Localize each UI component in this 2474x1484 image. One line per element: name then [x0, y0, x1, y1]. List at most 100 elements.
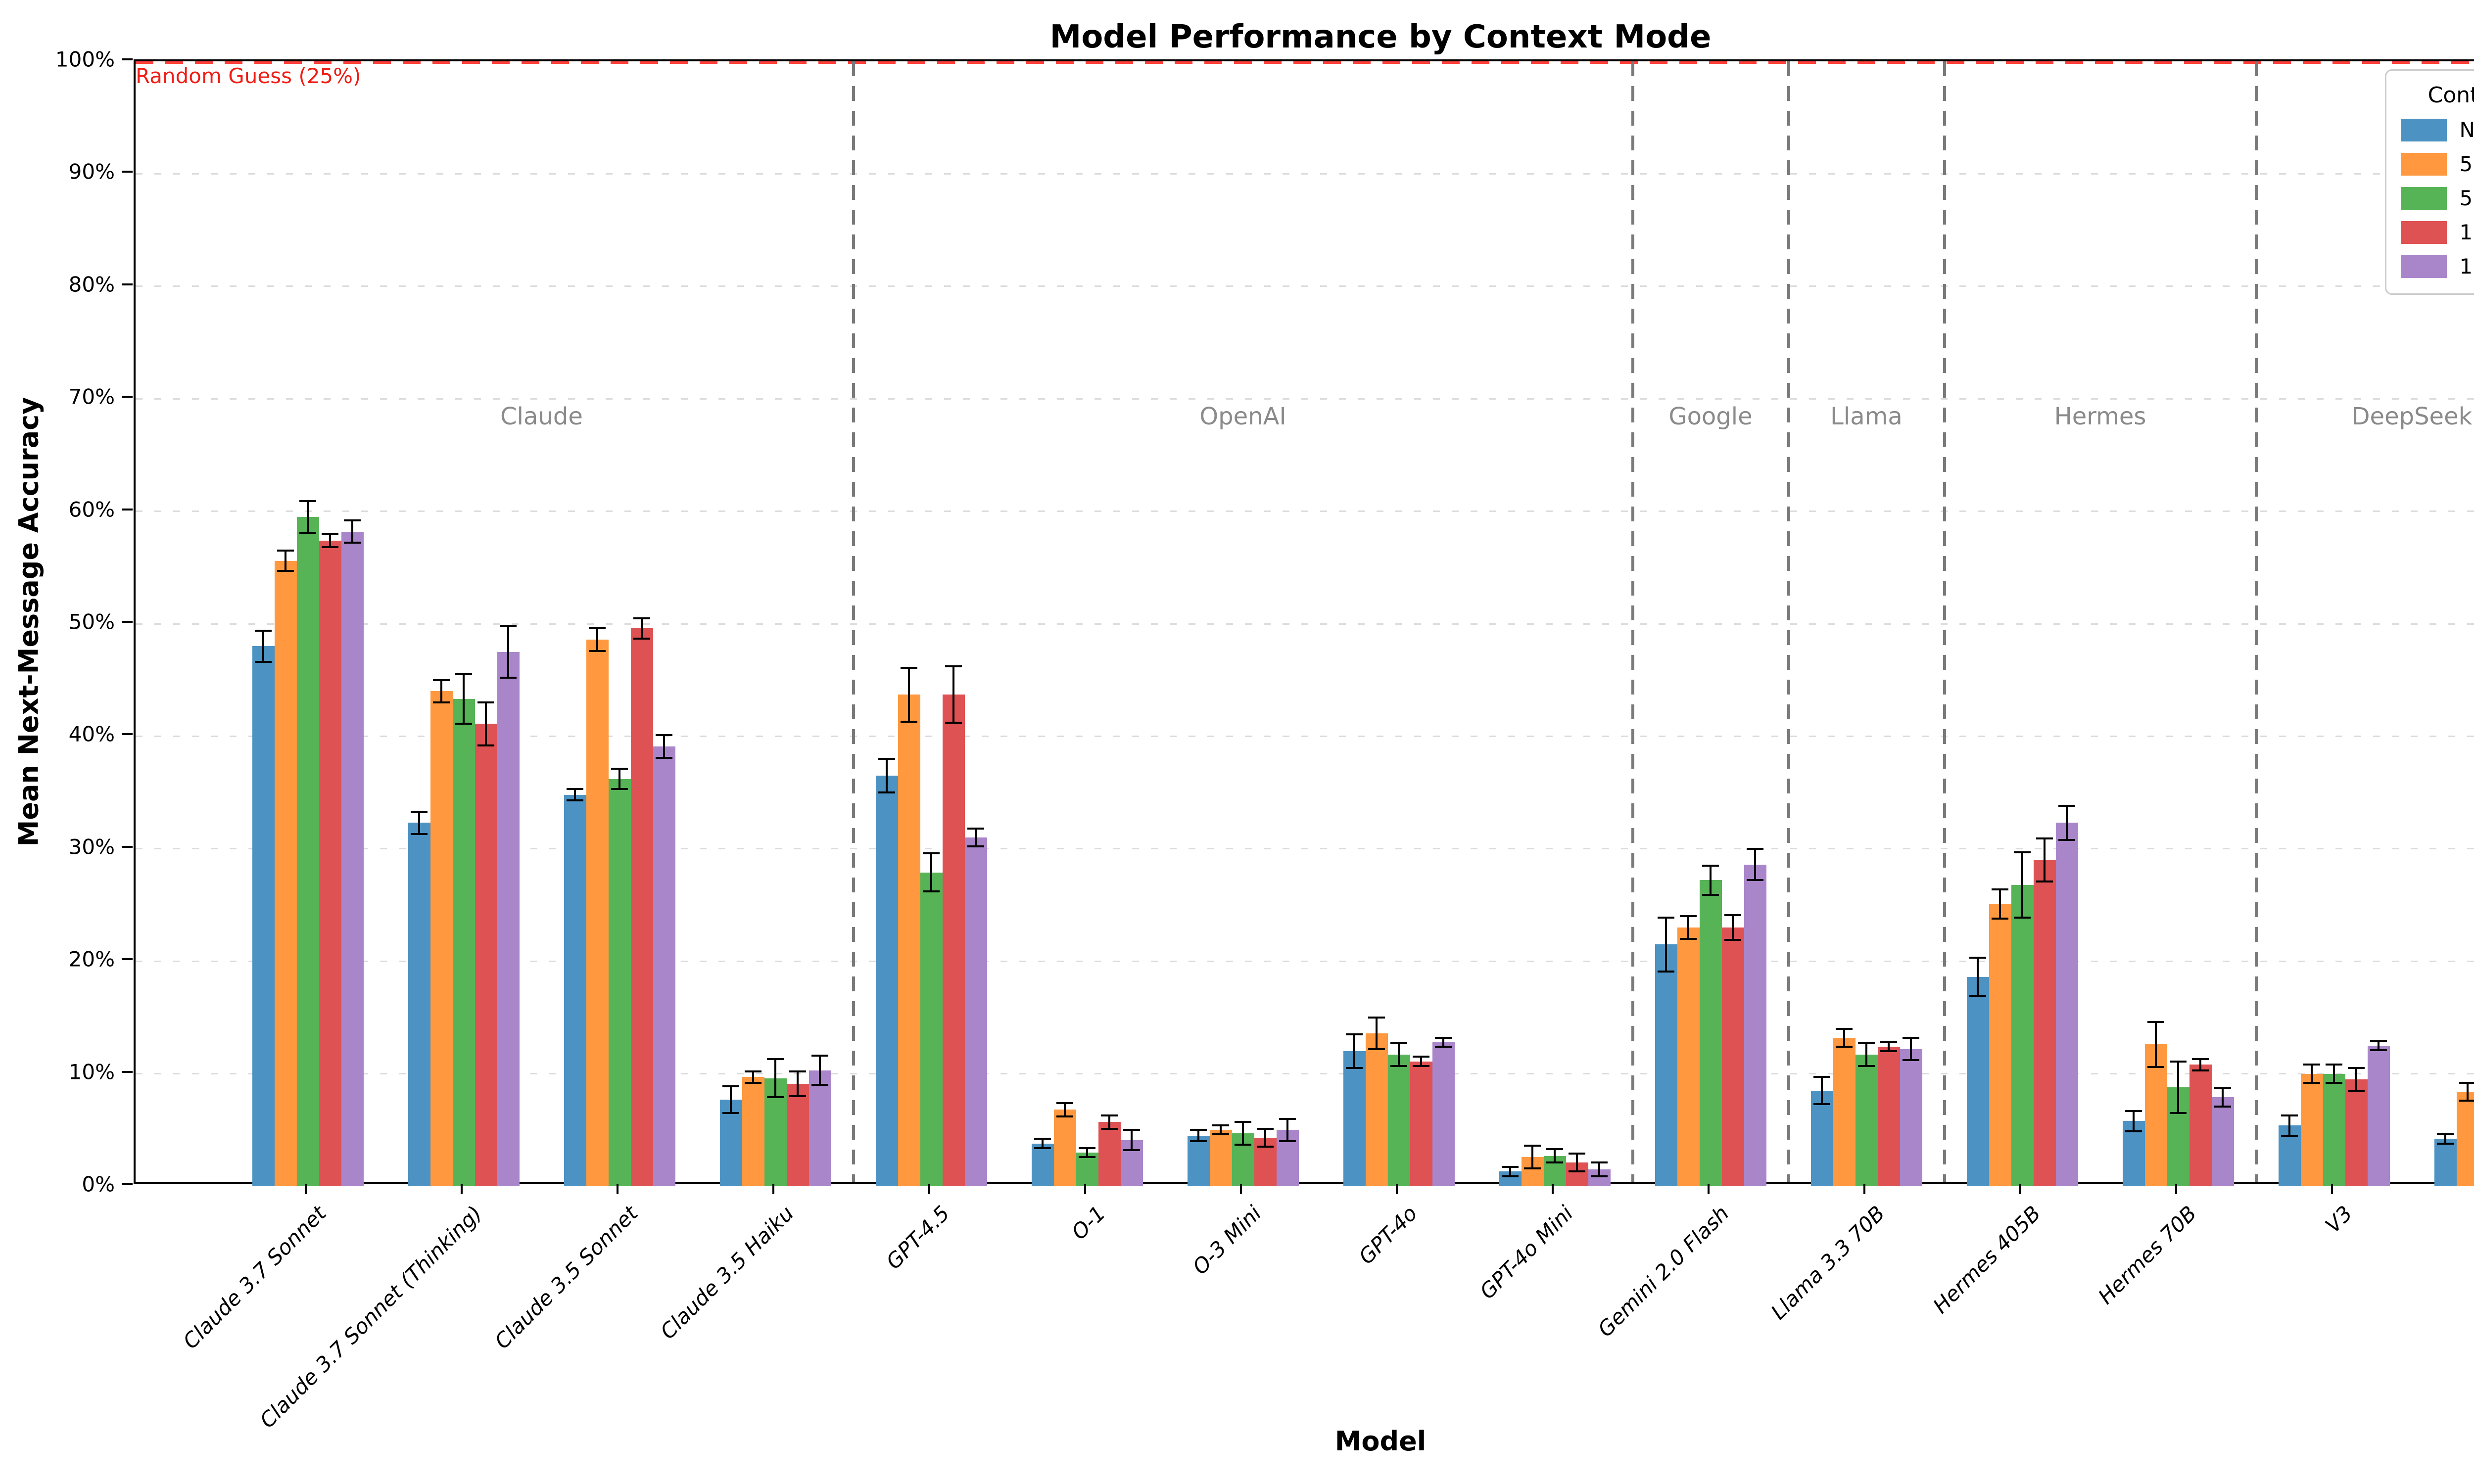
error-bar-cap-bottom: [1969, 995, 1986, 997]
bar-50-raw: [1365, 1033, 1388, 1186]
error-bar-cap-top: [1346, 1033, 1363, 1035]
gridline-70: [136, 398, 2474, 400]
error-bar-cap-top: [1724, 914, 1741, 916]
error-bar-cap-bottom: [1836, 1046, 1853, 1048]
error-bar: [1420, 1057, 1422, 1066]
error-bar: [463, 674, 465, 724]
error-bar-cap-top: [722, 1085, 739, 1087]
y-tick-label: 50%: [68, 609, 115, 634]
gridline-60: [136, 510, 2474, 512]
x-tick-label: GPT-4o: [1354, 1201, 1422, 1269]
error-bar: [1888, 1042, 1890, 1052]
error-bar: [797, 1071, 799, 1097]
x-tick-label: O-3 Mini: [1188, 1201, 1266, 1280]
bar-100-raw: [475, 724, 497, 1186]
bar-50-raw: [2300, 1073, 2323, 1186]
x-tick-label: Hermes 70B: [2093, 1201, 2201, 1309]
error-bar-cap-top: [589, 627, 606, 630]
error-bar-cap-top: [1101, 1114, 1118, 1116]
error-bar-cap-top: [1992, 888, 2008, 890]
error-bar-cap-bottom: [500, 677, 517, 679]
error-bar-cap-bottom: [567, 799, 583, 802]
y-tick-mark: [122, 283, 133, 285]
y-tick-mark: [122, 171, 133, 173]
legend-swatch: [2401, 221, 2447, 244]
legend-swatch: [2401, 186, 2447, 210]
error-bar-cap-bottom: [411, 833, 428, 835]
error-bar: [663, 735, 665, 758]
error-bar-cap-bottom: [1190, 1140, 1207, 1143]
error-bar: [2467, 1082, 2469, 1101]
bar-100-raw: [786, 1084, 809, 1186]
error-bar-cap-bottom: [945, 722, 962, 724]
x-tick-label: Claude 3.5 Haiku: [655, 1201, 799, 1344]
x-tick-label: Hermes 405B: [1928, 1201, 2046, 1318]
error-bar: [641, 618, 643, 639]
error-bar-cap-bottom: [1524, 1167, 1541, 1169]
error-bar: [2444, 1134, 2446, 1144]
error-bar: [774, 1059, 776, 1098]
x-tick-mark: [1708, 1184, 1710, 1194]
error-bar-cap-top: [901, 666, 917, 669]
error-bar-cap-bottom: [2192, 1069, 2209, 1071]
bar-50-summary: [452, 699, 475, 1186]
bar-50-raw: [586, 639, 609, 1186]
error-bar-cap-bottom: [1702, 894, 1719, 896]
error-bar-cap-top: [1502, 1166, 1519, 1168]
bar-100-raw: [2189, 1065, 2212, 1186]
bar-100-summary: [2367, 1045, 2390, 1186]
error-bar-cap-bottom: [1212, 1133, 1229, 1136]
bar-no-context: [1031, 1143, 1054, 1186]
y-tick-mark: [122, 508, 133, 510]
error-bar: [1086, 1148, 1088, 1157]
error-bar-cap-top: [923, 852, 940, 854]
error-bar-cap-top: [767, 1058, 784, 1061]
error-bar: [1554, 1149, 1556, 1163]
error-bar-cap-bottom: [1992, 917, 2008, 920]
error-bar: [1710, 865, 1712, 895]
x-tick-label: V3: [2320, 1201, 2357, 1238]
vendor-label-deepseek: DeepSeek: [2351, 403, 2473, 430]
error-bar-cap-top: [1368, 1016, 1385, 1019]
error-bar-cap-bottom: [1858, 1065, 1875, 1067]
bar-100-summary: [964, 837, 987, 1186]
legend-swatch: [2401, 255, 2447, 278]
error-bar: [1531, 1146, 1533, 1168]
error-bar: [1242, 1122, 1244, 1145]
error-bar-cap-top: [1546, 1148, 1563, 1150]
error-bar-cap-top: [477, 701, 494, 704]
error-bar-cap-top: [2014, 851, 2031, 853]
error-bar-cap-top: [878, 757, 895, 760]
error-bar: [262, 630, 264, 662]
error-bar: [596, 628, 598, 651]
error-bar-cap-top: [2058, 805, 2075, 807]
error-bar-cap-top: [1658, 916, 1674, 919]
error-bar: [485, 702, 487, 745]
error-bar: [2066, 806, 2068, 840]
error-bar: [2021, 852, 2023, 918]
error-bar-cap-top: [1858, 1042, 1875, 1045]
error-bar: [1821, 1077, 1823, 1104]
bar-50-summary: [2323, 1073, 2345, 1186]
x-tick-mark: [2331, 1184, 2333, 1194]
error-bar-cap-top: [1390, 1042, 1407, 1045]
x-tick-mark: [1552, 1184, 1554, 1194]
error-bar: [1220, 1125, 1222, 1135]
error-bar-cap-top: [967, 827, 984, 830]
legend-label: 100 Summary: [2459, 254, 2474, 278]
error-bar-cap-bottom: [1591, 1175, 1608, 1177]
legend-item: 100 Raw: [2401, 220, 2474, 244]
x-tick-mark: [2175, 1184, 2177, 1194]
error-bar-cap-top: [2459, 1081, 2474, 1084]
error-bar-cap-top: [2437, 1133, 2454, 1136]
error-bar: [1108, 1115, 1110, 1129]
error-bar: [975, 828, 977, 847]
error-bar-cap-top: [1413, 1056, 1429, 1058]
error-bar: [1977, 958, 1979, 996]
bar-no-context: [1810, 1090, 1833, 1186]
legend-item: 50 Raw: [2401, 152, 2474, 176]
y-tick-label: 80%: [68, 272, 115, 297]
error-bar: [730, 1086, 732, 1113]
error-bar-cap-top: [433, 679, 450, 681]
bar-100-raw: [630, 628, 653, 1186]
